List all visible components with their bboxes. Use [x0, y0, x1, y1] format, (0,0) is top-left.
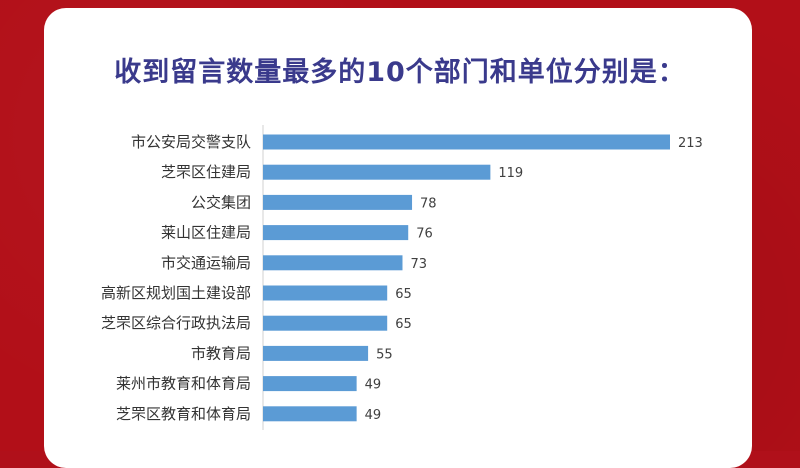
value-label: 65 [395, 287, 412, 302]
category-label: 莱山区住建局 [161, 224, 251, 242]
value-label: 49 [365, 378, 382, 393]
bar [263, 225, 409, 241]
value-label: 65 [395, 317, 412, 332]
category-label: 市交通运输局 [161, 254, 251, 272]
bars-group: 市公安局交警支队 213 芝罘区住建局 119 公交集团 78 莱山区住建局 76 市交通运输局… [101, 133, 703, 423]
value-label: 55 [376, 347, 393, 362]
bar [263, 285, 388, 301]
value-label: 213 [678, 136, 703, 151]
bar [263, 345, 369, 361]
category-label: 芝罘区综合行政执法局 [101, 314, 251, 332]
bar-chart: 市公安局交警支队 213 芝罘区住建局 119 公交集团 78 莱山区住建局 76 市交通运输局… [101, 125, 703, 430]
category-label: 市教育局 [191, 344, 251, 362]
bar [263, 164, 491, 180]
category-label: 芝罘区住建局 [161, 163, 251, 181]
bar [263, 406, 357, 422]
value-label: 76 [416, 227, 433, 242]
category-label: 市公安局交警支队 [131, 133, 251, 151]
value-label: 73 [410, 257, 427, 272]
bar [263, 376, 357, 392]
page-title: 收到留言数量最多的10个部门和单位分别是： [114, 57, 686, 88]
bar [263, 315, 388, 331]
bar [263, 255, 403, 271]
bar [263, 194, 413, 210]
value-label: 119 [498, 166, 523, 181]
category-label: 芝罘区教育和体育局 [116, 405, 251, 423]
bar [263, 134, 670, 150]
value-label: 78 [420, 196, 437, 211]
category-label: 高新区规划国土建设部 [101, 284, 251, 302]
value-label: 49 [365, 408, 382, 423]
category-label: 公交集团 [191, 193, 251, 211]
category-label: 莱州市教育和体育局 [116, 375, 251, 393]
